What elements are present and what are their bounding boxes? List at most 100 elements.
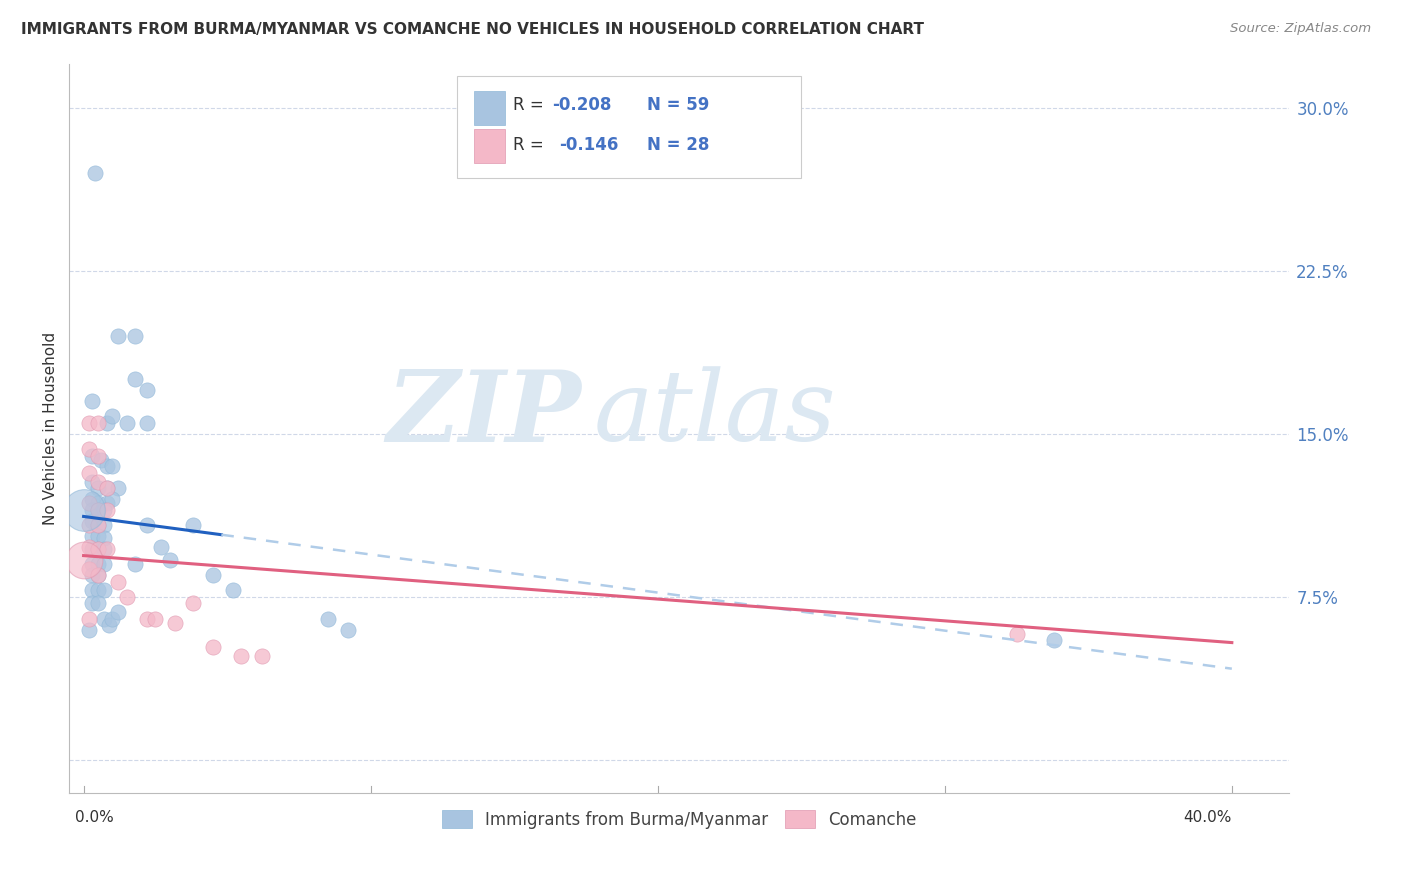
- Point: [82, 475, 104, 489]
- Point: [79, 623, 101, 637]
- Point: [87, 518, 110, 533]
- Text: N = 59: N = 59: [647, 96, 709, 114]
- Text: Source: ZipAtlas.com: Source: ZipAtlas.com: [1230, 22, 1371, 36]
- Point: [87, 496, 110, 510]
- Point: [87, 503, 110, 517]
- Point: [96, 459, 118, 474]
- Text: ZIP: ZIP: [387, 366, 582, 462]
- Point: [1005, 627, 1028, 641]
- Point: [222, 583, 245, 598]
- Point: [90, 453, 112, 467]
- Point: [201, 568, 224, 582]
- Point: [87, 542, 110, 557]
- Point: [82, 596, 104, 610]
- Point: [87, 416, 110, 430]
- Point: [87, 518, 110, 533]
- Point: [336, 623, 359, 637]
- Point: [231, 648, 253, 663]
- Point: [1043, 633, 1066, 648]
- Text: N = 28: N = 28: [647, 136, 709, 153]
- Text: -0.208: -0.208: [553, 96, 612, 114]
- Point: [82, 542, 104, 557]
- Point: [96, 481, 118, 495]
- Point: [135, 612, 157, 626]
- Point: [87, 583, 110, 598]
- Point: [93, 503, 115, 517]
- Point: [96, 416, 118, 430]
- Point: [93, 612, 115, 626]
- Point: [96, 496, 118, 510]
- Point: [181, 596, 204, 610]
- Point: [135, 518, 157, 533]
- Point: [79, 540, 101, 554]
- Point: [87, 449, 110, 463]
- Point: [82, 514, 104, 528]
- Point: [82, 503, 104, 517]
- Point: [143, 612, 166, 626]
- Point: [79, 561, 101, 575]
- Point: [124, 558, 146, 572]
- Point: [82, 558, 104, 572]
- Point: [82, 583, 104, 598]
- Point: [93, 583, 115, 598]
- Point: [87, 568, 110, 582]
- Point: [93, 542, 115, 557]
- Text: R =: R =: [513, 96, 550, 114]
- Point: [181, 518, 204, 533]
- Text: 40.0%: 40.0%: [1184, 810, 1232, 825]
- Point: [165, 615, 187, 630]
- Point: [87, 503, 110, 517]
- Point: [79, 416, 101, 430]
- Point: [107, 605, 129, 619]
- Point: [79, 466, 101, 480]
- Point: [316, 612, 339, 626]
- Legend: Immigrants from Burma/Myanmar, Comanche: Immigrants from Burma/Myanmar, Comanche: [436, 804, 924, 835]
- Point: [107, 481, 129, 495]
- Point: [101, 459, 124, 474]
- Point: [87, 481, 110, 495]
- Point: [124, 372, 146, 386]
- Point: [93, 518, 115, 533]
- Point: [79, 496, 101, 510]
- Point: [79, 612, 101, 626]
- Point: [87, 558, 110, 572]
- Point: [87, 542, 110, 557]
- Point: [79, 442, 101, 456]
- Point: [93, 558, 115, 572]
- Point: [93, 531, 115, 545]
- Point: [201, 640, 224, 654]
- Point: [96, 542, 118, 557]
- Point: [82, 449, 104, 463]
- Point: [98, 618, 121, 632]
- Text: 0.0%: 0.0%: [75, 810, 114, 825]
- Point: [115, 416, 138, 430]
- Point: [124, 329, 146, 343]
- Point: [79, 518, 101, 533]
- Point: [96, 481, 118, 495]
- Point: [135, 416, 157, 430]
- Point: [159, 553, 181, 567]
- Point: [82, 491, 104, 506]
- Point: [107, 329, 129, 343]
- Point: [107, 574, 129, 589]
- Point: [115, 590, 138, 604]
- Point: [250, 648, 273, 663]
- Point: [101, 491, 124, 506]
- Point: [150, 540, 173, 554]
- Point: [82, 568, 104, 582]
- Point: [135, 384, 157, 398]
- Point: [87, 568, 110, 582]
- Point: [82, 394, 104, 409]
- Point: [87, 475, 110, 489]
- Point: [96, 503, 118, 517]
- Point: [72, 553, 94, 567]
- Point: [82, 529, 104, 543]
- Text: atlas: atlas: [593, 366, 837, 461]
- Text: -0.146: -0.146: [560, 136, 619, 153]
- Y-axis label: No Vehicles in Household: No Vehicles in Household: [44, 332, 58, 524]
- Point: [72, 503, 94, 517]
- Point: [84, 166, 107, 180]
- Point: [87, 529, 110, 543]
- Point: [101, 409, 124, 424]
- Point: [101, 612, 124, 626]
